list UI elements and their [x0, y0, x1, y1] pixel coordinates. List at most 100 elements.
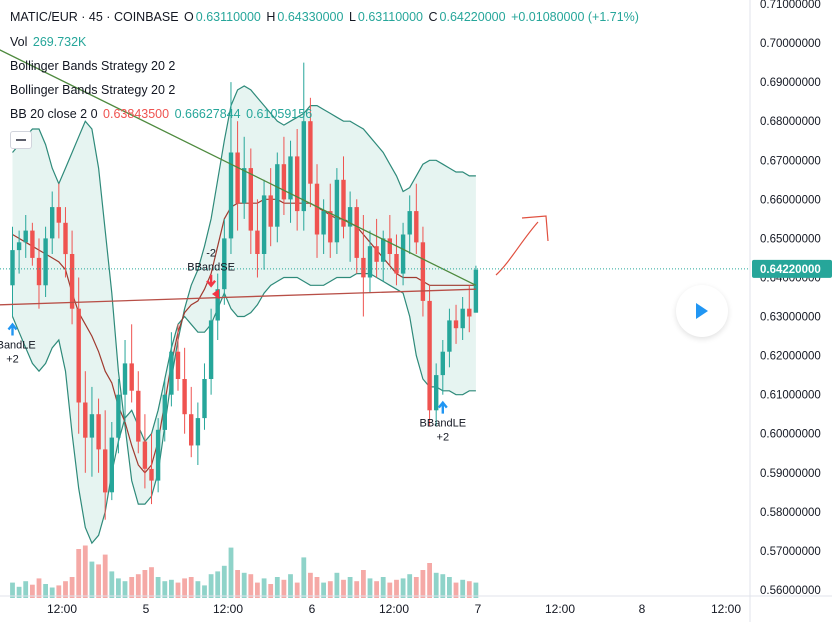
- horizontal-line: [0, 288, 476, 306]
- play-button[interactable]: [676, 285, 728, 337]
- volume-row[interactable]: Vol 269.732K: [10, 35, 88, 49]
- candle-body: [400, 234, 406, 274]
- price-tick-label: 0.61000000: [760, 390, 821, 402]
- candle-body: [473, 269, 479, 313]
- candle-body: [308, 121, 313, 184]
- candle-body: [30, 230, 35, 258]
- buy-arrow-icon: [437, 400, 448, 414]
- volume-bar: [36, 578, 42, 598]
- candle-body: [381, 238, 386, 262]
- volume-bar: [314, 577, 320, 598]
- candle-body: [288, 156, 293, 200]
- time-tick-label: 12:00: [545, 602, 575, 616]
- volume-bar: [116, 578, 121, 598]
- volume-bar: [433, 572, 439, 598]
- marker-qty: +2: [437, 432, 450, 444]
- candle-body: [83, 402, 88, 438]
- volume-bar: [380, 577, 386, 598]
- volume-bar: [221, 565, 227, 598]
- candle-body: [261, 195, 267, 254]
- volume-bar: [255, 582, 260, 598]
- strategy-label: Bollinger Bands Strategy 20 2: [10, 59, 176, 73]
- open-label: O: [184, 10, 194, 24]
- price-tick-label: 0.63000000: [760, 312, 821, 324]
- candle-body: [16, 242, 22, 251]
- candle-body: [268, 195, 273, 227]
- price-tick-label: 0.62000000: [760, 351, 821, 363]
- drawings: [0, 49, 750, 306]
- candle-body: [347, 207, 353, 227]
- volume-bar: [188, 577, 194, 598]
- lower-band-line: [11, 273, 476, 545]
- time-tick-label: 12:00: [379, 602, 409, 616]
- strategy-label: Bollinger Bands Strategy 20 2: [10, 83, 176, 97]
- close-value: 0.64220000: [439, 10, 506, 24]
- bb-legend[interactable]: BB 20 close 2 0 0.63843500 0.66627844 0.…: [10, 107, 314, 121]
- price-tick-label: 0.57000000: [760, 546, 821, 558]
- price-tick-label: 0.60000000: [760, 429, 821, 441]
- volume-bar: [69, 577, 75, 598]
- volume-bar: [466, 581, 472, 598]
- time-tick-label: 8: [639, 602, 646, 616]
- candles: [10, 62, 479, 520]
- candle-body: [281, 164, 287, 200]
- candle-body: [407, 211, 412, 235]
- volume-bar: [215, 571, 221, 598]
- candle-body: [387, 238, 392, 254]
- buy-arrow-icon: [7, 322, 18, 336]
- price-axis[interactable]: 0.71000000 0.70000000 0.69000000 0.68000000…: [749, 0, 832, 622]
- candle-body: [69, 254, 75, 309]
- candle-body: [235, 152, 240, 204]
- volume-bar: [169, 579, 174, 598]
- candle-body: [222, 238, 227, 290]
- volume-bar: [361, 570, 366, 598]
- volume-bar: [208, 574, 214, 598]
- candle-body: [228, 152, 234, 239]
- marker-label: BBandLE: [0, 340, 36, 352]
- volume-bar: [420, 570, 426, 598]
- candle-body: [334, 179, 340, 243]
- candle-body: [169, 351, 174, 395]
- low-label: L: [348, 10, 356, 24]
- volume-bar: [16, 586, 22, 598]
- strategy-legend-2[interactable]: Bollinger Bands Strategy 20 2: [10, 83, 177, 97]
- candle-body: [354, 207, 359, 258]
- collapse-legend-button[interactable]: [10, 131, 32, 149]
- candle-body: [434, 375, 439, 411]
- candle-body: [328, 211, 333, 243]
- symbol-title[interactable]: MATIC/EUR · 45 · COINBASE: [10, 10, 179, 24]
- candle-body: [56, 207, 61, 223]
- price-tick-label: 0.69000000: [760, 77, 821, 89]
- volume-bar: [261, 578, 267, 598]
- marker-label: BBandLE: [420, 418, 466, 430]
- strategy-legend-1[interactable]: Bollinger Bands Strategy 20 2: [10, 59, 177, 73]
- line-handle: [212, 289, 219, 299]
- volume-bar: [102, 554, 108, 598]
- band-area: [12, 86, 476, 544]
- candle-body: [453, 320, 459, 329]
- volume-bar: [473, 582, 479, 598]
- volume-bar: [76, 549, 82, 598]
- candle-body: [23, 230, 28, 243]
- price-tick-label: 0.68000000: [760, 116, 821, 128]
- volume-bar: [109, 571, 115, 598]
- volume-bar: [301, 557, 307, 598]
- volume-label: Vol: [10, 35, 28, 49]
- volume-bar: [23, 581, 29, 598]
- bb-basis-value: 0.63843500: [103, 107, 170, 121]
- candle-body: [89, 414, 95, 438]
- volume-bar: [129, 577, 135, 598]
- last-price-tag: [752, 259, 832, 278]
- volume-bar: [453, 582, 459, 598]
- marker-qty: -2: [206, 248, 216, 260]
- drawn-arrowhead: [521, 215, 549, 242]
- volume-bar: [30, 584, 35, 598]
- candle-body: [420, 242, 426, 301]
- volume-bar: [394, 579, 399, 598]
- time-axis[interactable]: 12:00 5 12:00 6 12:00 7 12:00 8 12:00: [0, 595, 832, 616]
- volume-bar: [447, 577, 452, 598]
- candle-body: [467, 308, 472, 317]
- close-label: C: [428, 10, 438, 24]
